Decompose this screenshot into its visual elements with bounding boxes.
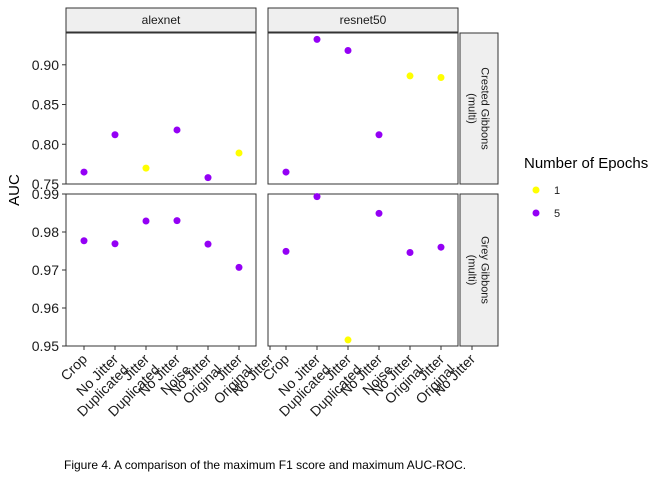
panel-alexnet-0 <box>65 32 257 185</box>
row-strip-0 <box>459 32 499 185</box>
data-point-resnet50-1-3 <box>375 209 383 217</box>
legend-key-1 <box>532 186 540 194</box>
panel-alexnet-1 <box>65 193 257 347</box>
figure-caption: Figure 4. A comparison of the maximum F1… <box>64 458 467 472</box>
row-strip-label-line: Grey Gibbons <box>479 236 491 304</box>
data-point-alexnet-0-4 <box>204 174 212 182</box>
y-tick-label: 0.99 <box>32 186 59 202</box>
column-strip-label-resnet50: resnet50 <box>340 13 387 27</box>
data-point-resnet50-0-5 <box>437 74 445 82</box>
row-strip-label-1: Grey Gibbons(multi) <box>466 236 491 304</box>
row-strip-1 <box>459 193 499 347</box>
y-tick-label: 0.95 <box>32 338 59 354</box>
data-point-resnet50-1-5 <box>437 243 445 251</box>
data-point-alexnet-1-0 <box>80 237 88 245</box>
legend-key-5 <box>532 209 540 217</box>
data-point-resnet50-1-0 <box>282 247 290 255</box>
row-strip-label-0: Crested Gibbons(multi) <box>466 67 491 150</box>
legend-label-5: 5 <box>554 208 560 220</box>
data-point-alexnet-1-1 <box>111 240 119 248</box>
data-point-alexnet-0-3 <box>173 126 181 134</box>
legend-title: Number of Epochs <box>524 155 648 172</box>
y-tick-label: 0.98 <box>32 224 59 240</box>
row-strip-label-line: (multi) <box>466 255 478 286</box>
y-tick-label: 0.80 <box>32 136 59 152</box>
data-point-resnet50-0-4 <box>406 72 414 80</box>
y-tick-label: 0.85 <box>32 97 59 113</box>
y-tick-label: 0.90 <box>32 57 59 73</box>
data-point-alexnet-0-2 <box>142 164 150 172</box>
column-strip-resnet50 <box>267 7 459 33</box>
column-strip-label-alexnet: alexnet <box>142 13 181 27</box>
legend-label-1: 1 <box>554 185 560 197</box>
y-tick-label: 0.75 <box>32 176 59 192</box>
data-point-alexnet-1-4 <box>204 240 212 248</box>
column-strip-alexnet <box>65 7 257 33</box>
data-point-alexnet-0-5 <box>235 149 243 157</box>
panel-resnet50-0 <box>267 32 459 185</box>
data-point-resnet50-1-2 <box>344 336 352 344</box>
y-axis-title: AUC <box>6 174 23 206</box>
data-point-alexnet-1-2 <box>142 217 150 225</box>
y-tick-label: 0.97 <box>32 262 59 278</box>
data-point-alexnet-1-3 <box>173 217 181 225</box>
data-point-resnet50-1-4 <box>406 249 414 257</box>
data-point-alexnet-0-0 <box>80 168 88 176</box>
data-point-resnet50-1-1 <box>313 193 321 201</box>
row-strip-label-line: (multi) <box>466 93 478 124</box>
data-point-resnet50-0-3 <box>375 131 383 139</box>
data-point-alexnet-0-1 <box>111 131 119 139</box>
data-point-resnet50-0-2 <box>344 46 352 54</box>
data-point-resnet50-0-0 <box>282 168 290 176</box>
row-strip-label-line: Crested Gibbons <box>479 67 491 150</box>
y-tick-label: 0.96 <box>32 300 59 316</box>
data-point-alexnet-1-5 <box>235 263 243 271</box>
panel-resnet50-1 <box>267 193 459 347</box>
data-point-resnet50-0-1 <box>313 35 321 43</box>
